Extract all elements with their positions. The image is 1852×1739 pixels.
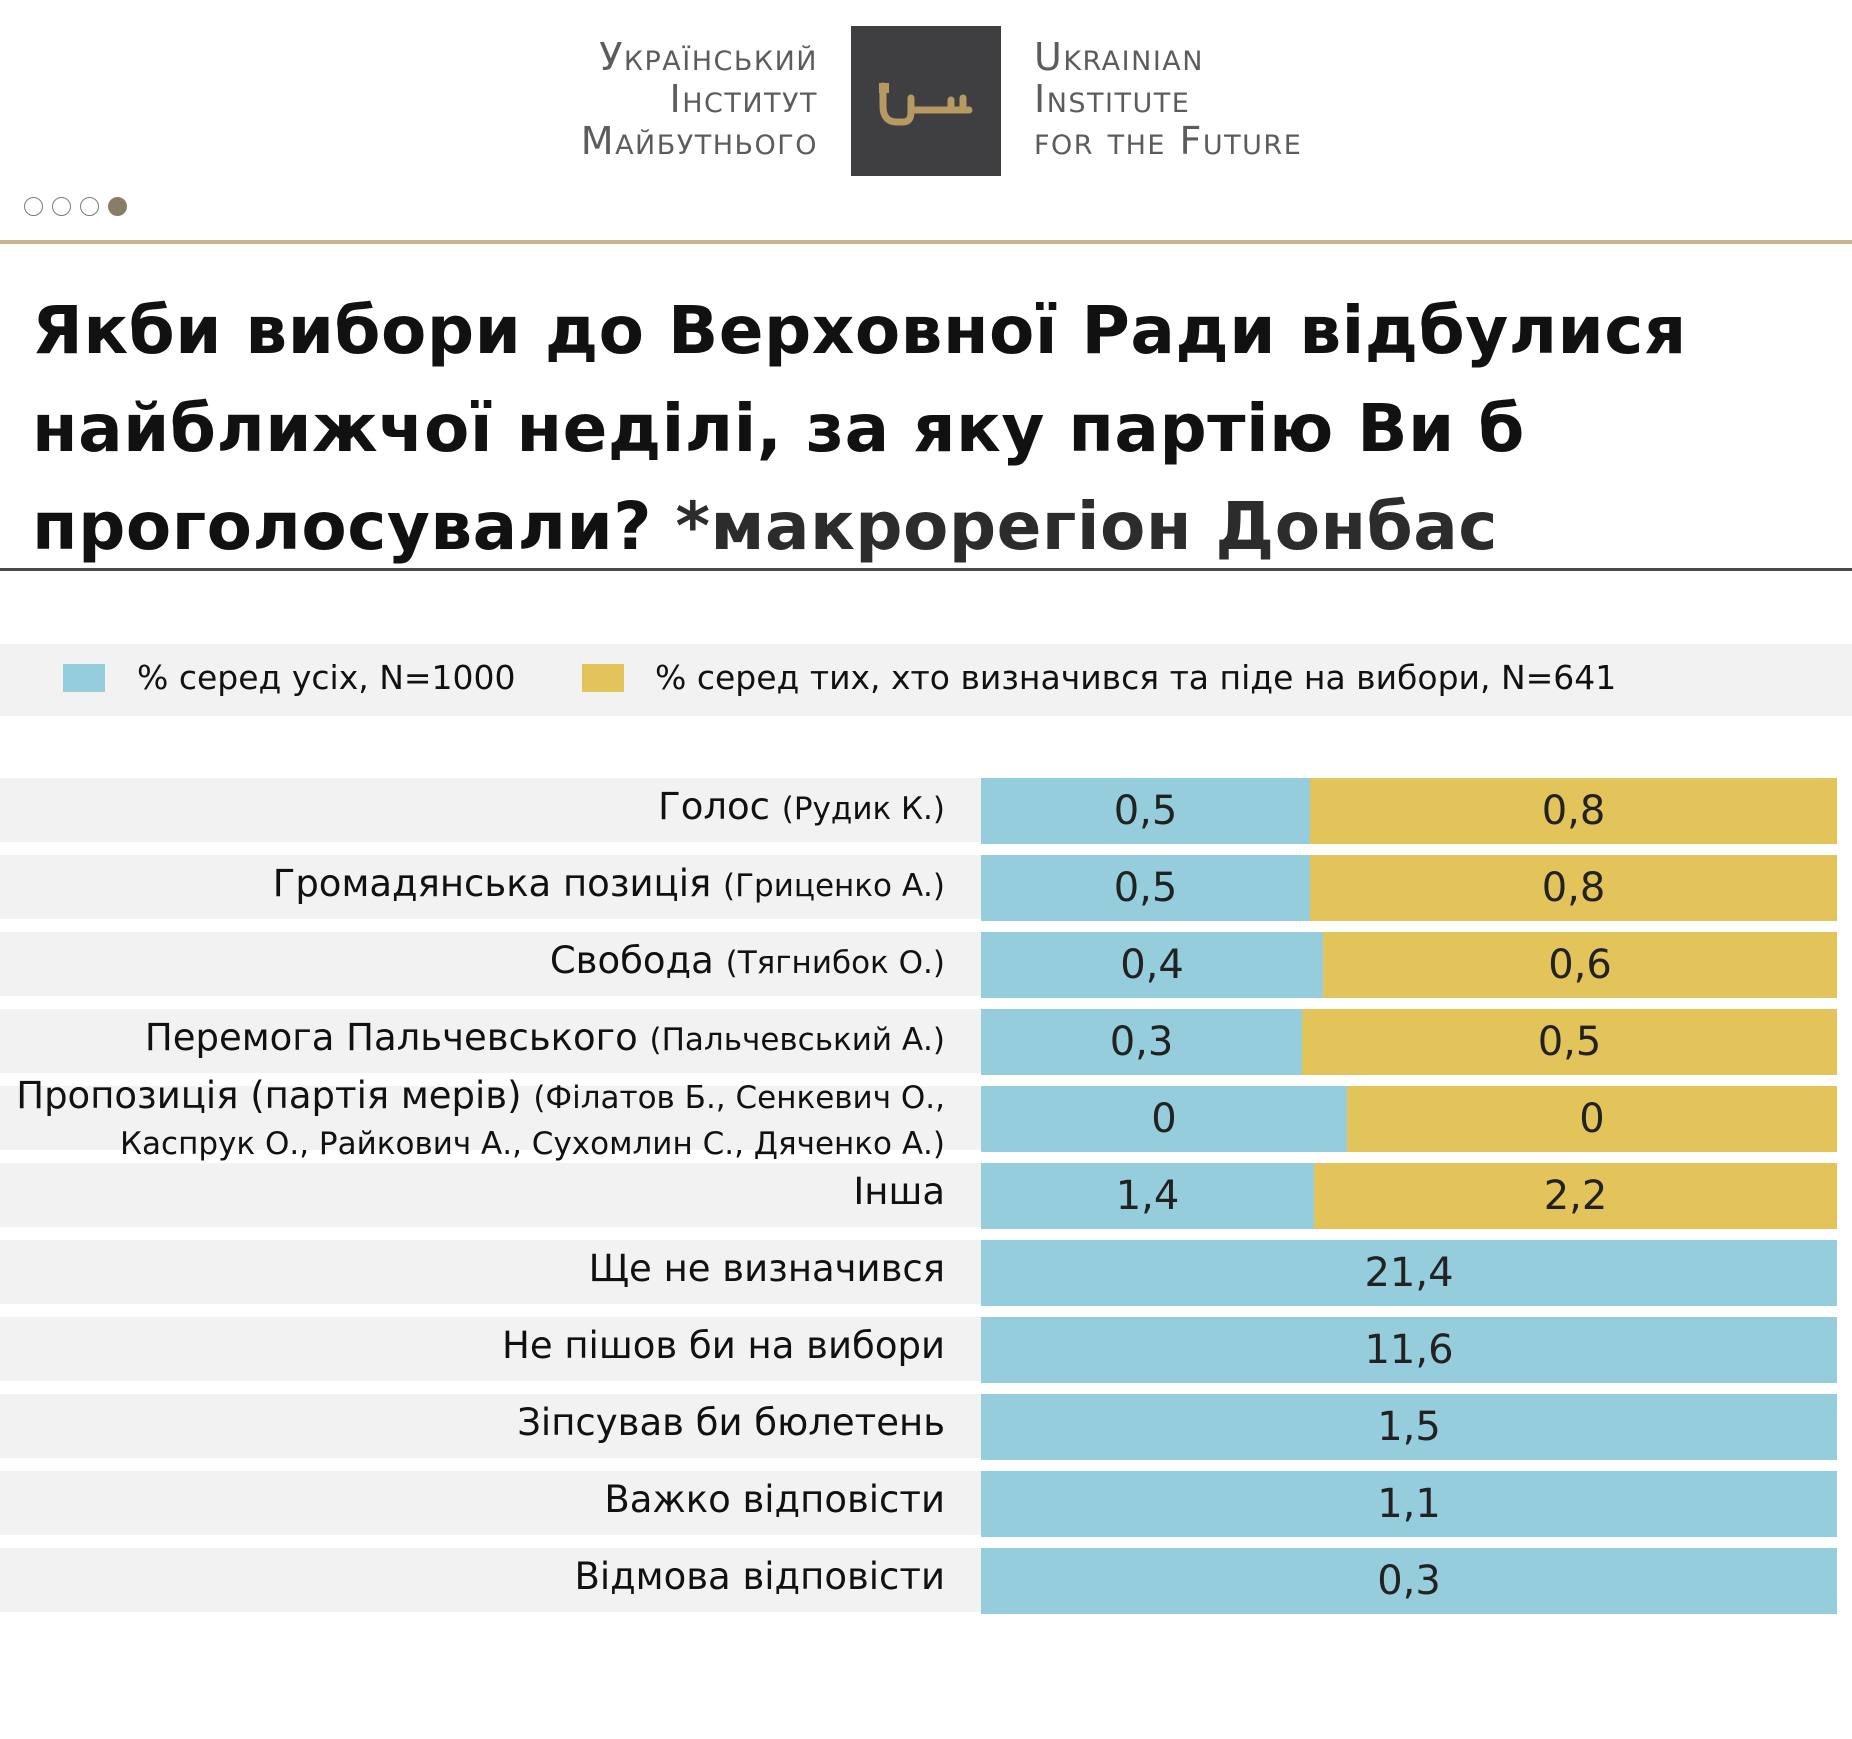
party-name: Свобода [549, 939, 714, 982]
row-label-bg [0, 1317, 981, 1381]
value-label-all: 1,4 [1115, 1173, 1180, 1219]
header-divider [0, 240, 1852, 244]
value-label-all: 0,5 [1113, 788, 1178, 834]
row-label: Важко відповісти [0, 1479, 945, 1521]
chart-legend: % серед усіх, N=1000 % серед тих, хто ви… [0, 644, 1852, 716]
row-label: Свобода (Тягнибок О.) [0, 940, 945, 984]
row-label: Голос (Рудик К.) [0, 786, 945, 830]
page-title: Якби вибори до Верховної Ради відбулися … [32, 282, 1792, 576]
value-label-decided: 0,6 [1548, 942, 1612, 988]
title-region: *макрорегіон Донбас [675, 488, 1498, 565]
row-label: Ще не визначився [0, 1248, 945, 1290]
bar-all [981, 1240, 1837, 1306]
bar-decided [1302, 1009, 1837, 1075]
party-name: Відмова відповісти [574, 1555, 945, 1598]
row-label: Відмова відповісти [0, 1556, 945, 1598]
bar-all [981, 1317, 1837, 1383]
row-label: Не пішов би на вибори [0, 1325, 945, 1367]
pager-dot[interactable] [80, 197, 99, 216]
party-leader: (Пальчевський А.) [649, 1022, 945, 1058]
value-label-all: 1,1 [1377, 1481, 1441, 1527]
bar-all [981, 778, 1310, 844]
row-label-bg [0, 1009, 981, 1073]
logo-text-en: Ukrainian Institute for the Future [1034, 35, 1303, 163]
value-label-all: 11,6 [1364, 1327, 1454, 1373]
bar-all [981, 1394, 1837, 1460]
row-label-bg [0, 932, 981, 996]
title-question: Якби вибори до Верховної Ради відбулися … [32, 292, 1687, 565]
value-label-all: 0,4 [1120, 942, 1184, 988]
bar-all [981, 855, 1310, 921]
party-leader: (Рудик К.) [781, 791, 945, 827]
row-label-bg [0, 1548, 981, 1612]
legend-swatch-all [63, 664, 105, 692]
bar-all [981, 1471, 1837, 1537]
value-label-all: 0,5 [1113, 865, 1178, 911]
pager-dot[interactable] [24, 197, 43, 216]
party-name: Перемога Пальчевського [144, 1016, 638, 1059]
row-label-bg [0, 855, 981, 919]
row-label: Зіпсував би бюлетень [0, 1402, 945, 1444]
bar-all [981, 932, 1323, 998]
value-label-decided: 0,5 [1537, 1019, 1602, 1065]
bar-decided [1310, 778, 1837, 844]
party-name: Громадянська позиція [272, 862, 712, 905]
pager-dot[interactable] [52, 197, 71, 216]
party-name: Важко відповісти [604, 1478, 945, 1521]
party-name: Не пішов би на вибори [502, 1324, 945, 1367]
party-name: Інша [853, 1170, 945, 1213]
bar-all [981, 1086, 1347, 1152]
row-label-bg [0, 1240, 981, 1304]
bar-all [981, 1548, 1837, 1614]
row-label-bg [0, 1163, 981, 1227]
value-label-decided: 0,8 [1541, 865, 1606, 911]
row-label: Інша [0, 1171, 945, 1213]
value-label-all: 21,4 [1364, 1250, 1454, 1296]
row-label-bg [0, 1471, 981, 1535]
row-label: Перемога Пальчевського (Пальчевський А.) [0, 1017, 945, 1061]
party-leader: (Гриценко А.) [723, 868, 945, 904]
bar-decided [1323, 932, 1837, 998]
logo-text-ua: Український Інститут Майбутнього [580, 35, 818, 163]
bar-decided [1314, 1163, 1837, 1229]
value-label-decided: 2,2 [1543, 1173, 1608, 1219]
title-divider [0, 568, 1852, 571]
party-name: Ще не визначився [588, 1247, 945, 1290]
key-icon [851, 26, 1001, 176]
bar-all [981, 1009, 1302, 1075]
value-label-all: 1,5 [1377, 1404, 1441, 1450]
row-label: Громадянська позиція (Гриценко А.) [0, 863, 945, 907]
row-label: Пропозиція (партія мерів) (Філатов Б., С… [0, 1074, 945, 1166]
pager-dot-active[interactable] [108, 197, 127, 216]
value-label-decided: 0,8 [1541, 788, 1606, 834]
legend-label-all: % серед усіх, N=1000 [137, 658, 516, 697]
value-label-all: 0,3 [1377, 1558, 1441, 1604]
bar-all [981, 1163, 1314, 1229]
party-name: Зіпсував би бюлетень [517, 1401, 945, 1444]
party-leader: (Тягнибок О.) [725, 945, 945, 981]
value-label-decided: 0 [1579, 1096, 1605, 1142]
bar-decided [1310, 855, 1837, 921]
party-name: Голос [658, 785, 770, 828]
party-name: Пропозиція (партія мерів) [16, 1074, 522, 1117]
party-leader: (Філатов Б., Сенкевич О., Каспрук О., Ра… [120, 1080, 945, 1162]
legend-swatch-decided [582, 664, 624, 692]
legend-label-decided: % серед тих, хто визначився та піде на в… [655, 658, 1617, 697]
row-label-bg [0, 1394, 981, 1458]
value-label-all: 0 [1151, 1096, 1177, 1142]
slide-pager [24, 197, 127, 216]
value-label-all: 0,3 [1109, 1019, 1174, 1065]
bar-decided [1347, 1086, 1837, 1152]
row-label-bg [0, 778, 981, 842]
row-label-bg [0, 1086, 981, 1150]
